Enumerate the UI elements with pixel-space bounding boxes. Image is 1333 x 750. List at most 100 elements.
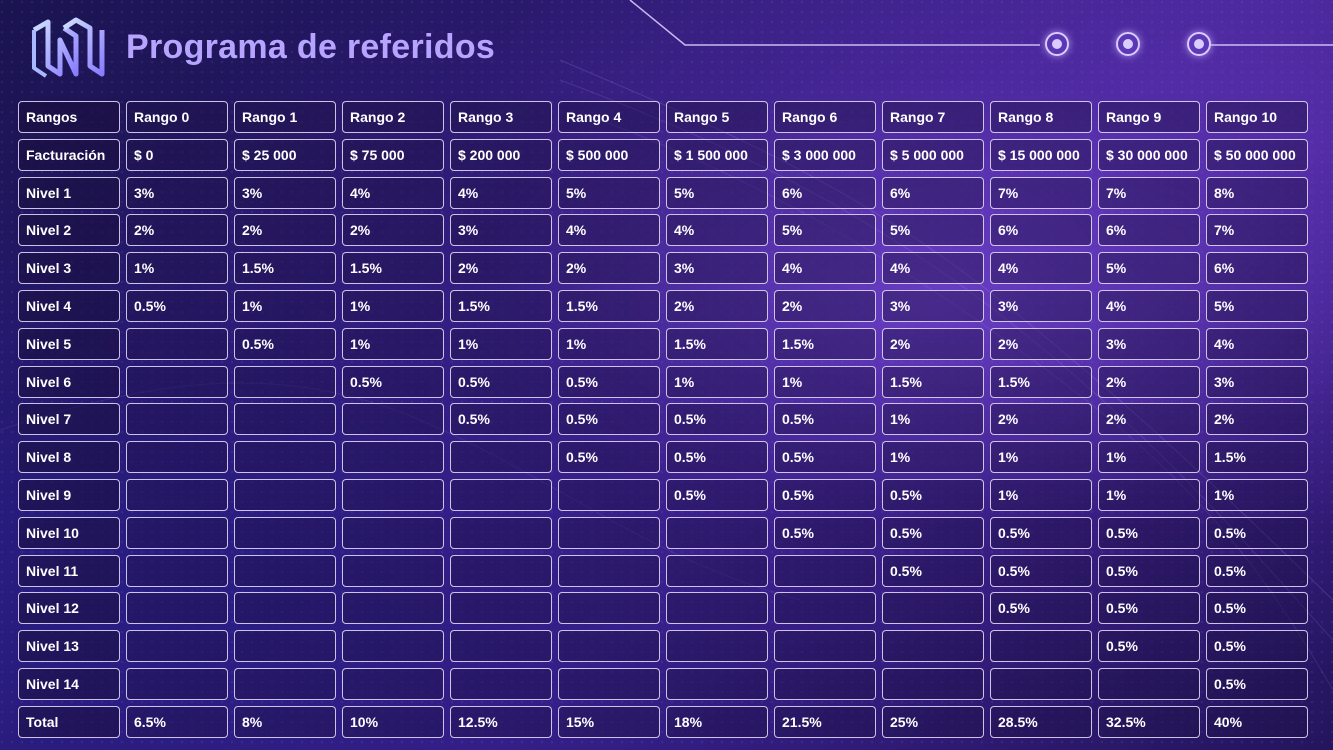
- table-cell: 2%: [774, 289, 876, 322]
- table-cell: 8%: [234, 705, 336, 738]
- table-cell: 4%: [450, 176, 552, 209]
- table-cell: $ 3 000 000: [774, 138, 876, 171]
- table-cell: 2%: [990, 327, 1092, 360]
- table-cell: 1%: [342, 327, 444, 360]
- table-cell: $ 15 000 000: [990, 138, 1092, 171]
- table-cell: 1.5%: [234, 252, 336, 285]
- table-cell: 6%: [774, 176, 876, 209]
- table-header-rank: Rango 5: [666, 101, 768, 133]
- table-cell: 0.5%: [1206, 554, 1308, 587]
- row-label: Nivel 12: [18, 592, 120, 625]
- table-cell: 2%: [1206, 403, 1308, 436]
- row-label: Nivel 14: [18, 667, 120, 700]
- table-cell: 0.5%: [990, 592, 1092, 625]
- table-cell: 6.5%: [126, 705, 228, 738]
- table-cell: [342, 667, 444, 700]
- table-cell: 0.5%: [774, 516, 876, 549]
- table-header-rank: Rango 3: [450, 101, 552, 133]
- table-cell: 6%: [1098, 214, 1200, 247]
- table-cell: 7%: [1206, 214, 1308, 247]
- table-cell: 40%: [1206, 705, 1308, 738]
- table-cell: 0.5%: [450, 403, 552, 436]
- table-cell: 7%: [990, 176, 1092, 209]
- row-label: Nivel 8: [18, 441, 120, 474]
- table-cell: [450, 554, 552, 587]
- table-cell: 0.5%: [558, 441, 660, 474]
- table-cell: [666, 630, 768, 663]
- table-cell: [558, 478, 660, 511]
- table-header-rank: Rango 0: [126, 101, 228, 133]
- table-cell: [342, 478, 444, 511]
- table-cell: [126, 441, 228, 474]
- table-cell: [234, 403, 336, 436]
- table-header-rank: Rango 10: [1206, 101, 1308, 133]
- table-cell: 4%: [882, 252, 984, 285]
- table-cell: 0.5%: [234, 327, 336, 360]
- nav-dot-2[interactable]: [1116, 32, 1140, 56]
- table-cell: 10%: [342, 705, 444, 738]
- table-cell: 1%: [1098, 478, 1200, 511]
- table-cell: [450, 516, 552, 549]
- slide-nav: [1030, 28, 1333, 64]
- row-label: Nivel 6: [18, 365, 120, 398]
- table-cell: 5%: [666, 176, 768, 209]
- table-cell: [1098, 667, 1200, 700]
- table-cell: 2%: [126, 214, 228, 247]
- table-cell: 0.5%: [1098, 516, 1200, 549]
- table-cell: 2%: [450, 252, 552, 285]
- table-cell: [234, 554, 336, 587]
- table-cell: 1%: [234, 289, 336, 322]
- table-cell: 3%: [990, 289, 1092, 322]
- table-cell: 4%: [1206, 327, 1308, 360]
- table-cell: 25%: [882, 705, 984, 738]
- table-header-label: Rangos: [18, 101, 120, 133]
- table-cell: 1%: [558, 327, 660, 360]
- table-cell: 3%: [882, 289, 984, 322]
- table-cell: 5%: [1206, 289, 1308, 322]
- table-cell: 0.5%: [1098, 554, 1200, 587]
- row-label: Total: [18, 705, 120, 738]
- table-cell: 2%: [1098, 403, 1200, 436]
- table-cell: 21.5%: [774, 705, 876, 738]
- table-cell: [774, 667, 876, 700]
- nav-dot-3[interactable]: [1187, 32, 1211, 56]
- table-cell: 5%: [774, 214, 876, 247]
- table-cell: 1%: [1098, 441, 1200, 474]
- table-cell: $ 500 000: [558, 138, 660, 171]
- table-cell: 0.5%: [1098, 592, 1200, 625]
- table-cell: [126, 403, 228, 436]
- table-cell: [126, 554, 228, 587]
- row-label: Nivel 10: [18, 516, 120, 549]
- table-cell: 1%: [666, 365, 768, 398]
- table-cell: [774, 592, 876, 625]
- table-cell: 0.5%: [882, 478, 984, 511]
- row-label: Nivel 1: [18, 176, 120, 209]
- row-label: Nivel 2: [18, 214, 120, 247]
- table-cell: 3%: [126, 176, 228, 209]
- table-cell: [990, 630, 1092, 663]
- table-cell: 2%: [342, 214, 444, 247]
- table-cell: 1%: [342, 289, 444, 322]
- nav-dot-1[interactable]: [1045, 32, 1069, 56]
- table-cell: [234, 441, 336, 474]
- table-cell: [234, 478, 336, 511]
- table-cell: $ 50 000 000: [1206, 138, 1308, 171]
- table-cell: 2%: [666, 289, 768, 322]
- table-cell: 3%: [1098, 327, 1200, 360]
- table-cell: 0.5%: [774, 441, 876, 474]
- table-cell: $ 75 000: [342, 138, 444, 171]
- table-cell: [450, 667, 552, 700]
- table-cell: [234, 516, 336, 549]
- table-header-rank: Rango 6: [774, 101, 876, 133]
- table-cell: [774, 554, 876, 587]
- table-header-rank: Rango 8: [990, 101, 1092, 133]
- table-cell: $ 1 500 000: [666, 138, 768, 171]
- table-cell: 2%: [1098, 365, 1200, 398]
- table-cell: 2%: [882, 327, 984, 360]
- table-cell: 4%: [558, 214, 660, 247]
- row-label: Nivel 11: [18, 554, 120, 587]
- table-cell: 12.5%: [450, 705, 552, 738]
- table-cell: 1.5%: [990, 365, 1092, 398]
- table-cell: 1%: [990, 478, 1092, 511]
- table-cell: $ 200 000: [450, 138, 552, 171]
